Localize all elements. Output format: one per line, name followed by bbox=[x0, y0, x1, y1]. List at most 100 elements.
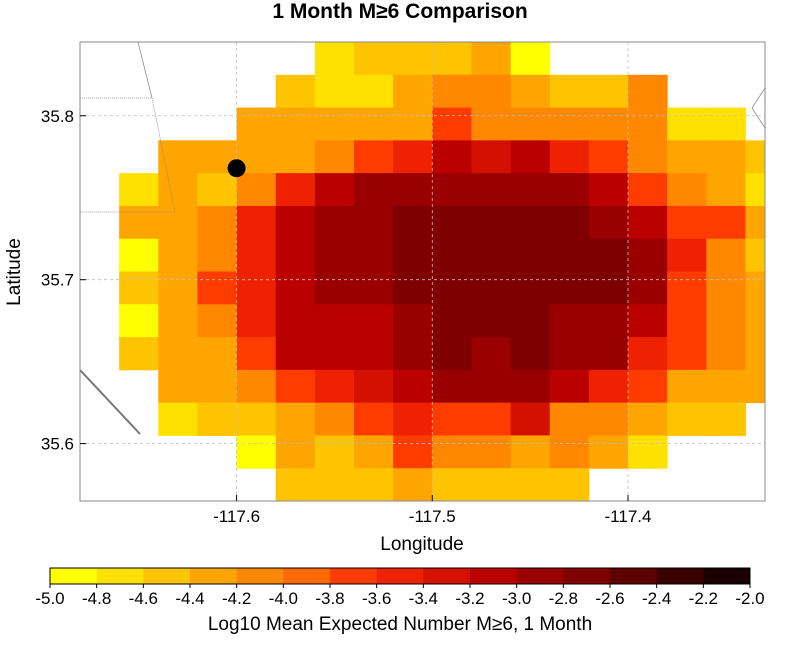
heatmap-cell bbox=[314, 369, 355, 404]
heatmap-cell bbox=[432, 402, 472, 436]
y-axis-ticks: 35.6 35.7 35.8 bbox=[41, 107, 86, 454]
heatmap-cell bbox=[314, 140, 355, 174]
colorbar-tick-label: -3.0 bbox=[502, 589, 531, 608]
heatmap-cell bbox=[158, 304, 198, 338]
heatmap-cell bbox=[510, 337, 551, 371]
heatmap-cell bbox=[158, 140, 198, 174]
heatmap-cell bbox=[314, 271, 355, 305]
marker-layer bbox=[227, 159, 246, 178]
heatmap-cell bbox=[510, 271, 551, 305]
heatmap-cell bbox=[471, 205, 512, 240]
heatmap-cell bbox=[158, 271, 198, 305]
heatmap-cell bbox=[393, 107, 433, 141]
x-tick-label: -117.4 bbox=[605, 507, 652, 526]
heatmap-cell bbox=[745, 140, 766, 174]
heatmap-cell bbox=[236, 205, 277, 240]
heatmap-cell bbox=[667, 107, 707, 141]
heatmap-cell bbox=[275, 173, 316, 207]
heatmap-cell bbox=[745, 173, 766, 207]
heatmap-cell bbox=[667, 238, 707, 272]
colorbar-swatch bbox=[190, 568, 238, 584]
heatmap-cell bbox=[354, 205, 394, 240]
heatmap-cell bbox=[510, 304, 551, 338]
heatmap-cell bbox=[197, 369, 238, 404]
colorbar-swatch bbox=[330, 568, 378, 584]
colorbar-tick-label: -3.2 bbox=[455, 589, 484, 608]
heatmap-cell bbox=[432, 173, 472, 207]
heatmap-cell bbox=[432, 107, 472, 141]
heatmap-cell bbox=[393, 271, 433, 305]
heatmap-cell bbox=[549, 107, 590, 141]
heatmap-cell bbox=[471, 271, 512, 305]
heatmap-cell bbox=[354, 369, 394, 404]
heatmap-cell bbox=[354, 140, 394, 174]
heatmap-cell bbox=[628, 238, 668, 272]
heatmap-cell bbox=[314, 205, 355, 240]
heatmap-cell bbox=[158, 369, 198, 404]
heatmap-cell bbox=[158, 173, 198, 207]
colorbar-tick-label: -2.6 bbox=[595, 589, 624, 608]
heatmap-cell bbox=[628, 337, 668, 371]
heatmap-cell bbox=[549, 74, 590, 109]
heatmap-cell bbox=[236, 271, 277, 305]
heatmap-cell bbox=[354, 468, 394, 502]
heatmap-cell bbox=[471, 369, 512, 404]
plot-area bbox=[79, 41, 766, 502]
heatmap-cell bbox=[275, 107, 316, 141]
colorbar-swatch bbox=[143, 568, 191, 584]
colorbar-tick-label: -3.8 bbox=[315, 589, 344, 608]
heatmap-cell bbox=[314, 435, 355, 469]
colorbar-tick-label: -4.0 bbox=[269, 589, 298, 608]
heatmap-cell bbox=[354, 74, 394, 109]
heatmap-cell bbox=[197, 271, 238, 305]
heatmap-cell bbox=[432, 468, 472, 502]
colorbar-swatch bbox=[656, 568, 704, 584]
heatmap-cell bbox=[314, 468, 355, 502]
heatmap-cell bbox=[158, 238, 198, 272]
heatmap-cell bbox=[119, 238, 159, 272]
heatmap-cell bbox=[393, 140, 433, 174]
heatmap-cell bbox=[588, 74, 629, 109]
heatmap-cell bbox=[393, 304, 433, 338]
heatmap-cell bbox=[588, 107, 629, 141]
colorbar-swatch bbox=[50, 568, 98, 584]
heatmap-cell bbox=[510, 435, 551, 469]
heatmap-cell bbox=[549, 369, 590, 404]
heatmap-cell bbox=[119, 205, 159, 240]
heatmap-cell bbox=[588, 271, 629, 305]
heatmap-cell bbox=[628, 74, 668, 109]
heatmap-cell bbox=[275, 402, 316, 436]
heatmap-cell bbox=[197, 402, 238, 436]
heatmap-cell bbox=[354, 304, 394, 338]
heatmap-cell bbox=[432, 304, 472, 338]
heatmap-cell bbox=[549, 205, 590, 240]
colorbar-swatch bbox=[610, 568, 658, 584]
heatmap-cell bbox=[628, 107, 668, 141]
colorbar-tick-label: -4.2 bbox=[222, 589, 251, 608]
colorbar-tick-label: -4.4 bbox=[175, 589, 204, 608]
heatmap-cell bbox=[471, 402, 512, 436]
heatmap-cell bbox=[510, 74, 551, 109]
heatmap-cell bbox=[432, 369, 472, 404]
heatmap-cell bbox=[549, 271, 590, 305]
heatmap-cell bbox=[471, 173, 512, 207]
heatmap-cell bbox=[119, 337, 159, 371]
y-tick-label: 35.6 bbox=[41, 435, 74, 454]
heatmap-cell bbox=[510, 238, 551, 272]
heatmap-cell bbox=[236, 173, 277, 207]
heatmap-cell bbox=[314, 304, 355, 338]
heatmap-cell bbox=[236, 107, 277, 141]
heatmap-cell bbox=[432, 238, 472, 272]
heatmap-cell bbox=[197, 337, 238, 371]
heatmap-cell bbox=[432, 140, 472, 174]
heatmap-cell bbox=[314, 337, 355, 371]
heatmap-cell bbox=[588, 205, 629, 240]
heatmap-cell bbox=[314, 74, 355, 109]
colorbar-swatch bbox=[236, 568, 284, 584]
heatmap-cell bbox=[197, 304, 238, 338]
heatmap-cell bbox=[275, 369, 316, 404]
heatmap-cell bbox=[667, 173, 707, 207]
heatmap-cell bbox=[119, 271, 159, 305]
heatmap-cell bbox=[745, 337, 766, 371]
gridlines bbox=[80, 42, 765, 501]
